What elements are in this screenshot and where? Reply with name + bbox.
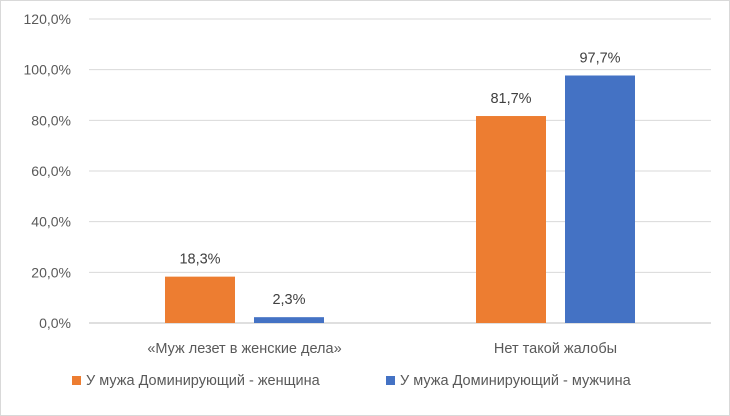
data-label: 18,3% — [179, 252, 220, 268]
legend-label: У мужа Доминирующий - женщина — [86, 373, 321, 389]
y-tick-label: 120,0% — [24, 11, 71, 27]
y-tick-label: 100,0% — [24, 62, 71, 78]
y-tick-label: 20,0% — [31, 264, 71, 280]
y-tick-label: 60,0% — [31, 163, 71, 179]
y-tick-label: 40,0% — [31, 214, 71, 230]
data-label: 2,3% — [272, 292, 305, 308]
legend-swatch — [386, 376, 395, 385]
bar-series-2-cat-1 — [254, 317, 324, 323]
y-tick-label: 80,0% — [31, 112, 71, 128]
legend-swatch — [72, 376, 81, 385]
data-labels: 18,3% 2,3% 81,7% 97,7% — [179, 50, 620, 308]
y-axis-tick-labels: 0,0% 20,0% 40,0% 60,0% 80,0% 100,0% 120,0% — [24, 11, 71, 331]
legend-label: У мужа Доминирующий - мужчина — [400, 373, 632, 389]
data-label: 97,7% — [579, 50, 620, 66]
category-label: Нет такой жалобы — [494, 341, 617, 357]
bar-series-2-cat-2 — [565, 75, 635, 323]
legend: У мужа Доминирующий - женщина У мужа Доми… — [72, 373, 632, 389]
data-label: 81,7% — [490, 91, 531, 107]
bars — [165, 75, 635, 323]
y-tick-label: 0,0% — [39, 315, 71, 331]
gridlines — [89, 18, 711, 324]
x-axis-category-labels: «Муж лезет в женские дела» Нет такой жало… — [147, 341, 617, 357]
bar-series-1-cat-1 — [165, 276, 235, 323]
category-label: «Муж лезет в женские дела» — [147, 341, 341, 357]
bar-series-1-cat-2 — [476, 116, 546, 323]
